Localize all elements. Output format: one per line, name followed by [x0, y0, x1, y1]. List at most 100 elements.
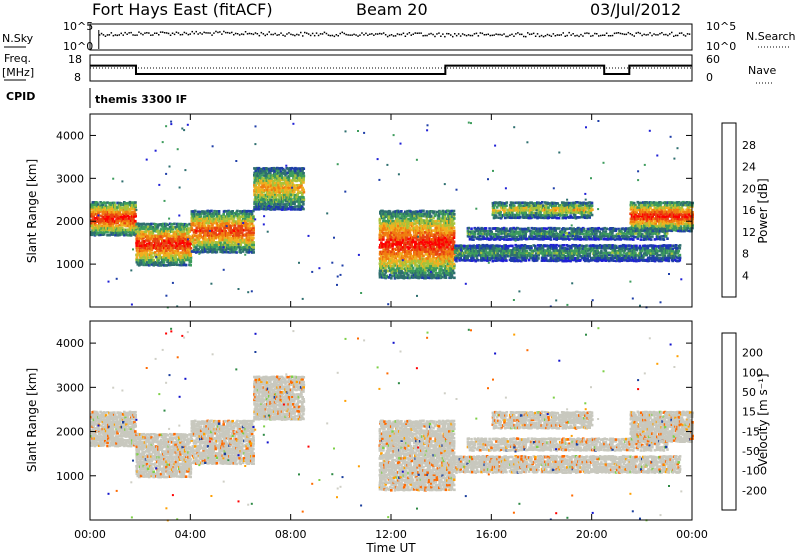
power-cell: [428, 269, 431, 272]
nsky-point: [401, 34, 403, 36]
nsky-point: [314, 35, 316, 37]
nsky-point: [529, 34, 531, 36]
nsky-point: [353, 34, 355, 36]
nsky-point: [154, 33, 156, 35]
nsky-point: [517, 32, 519, 34]
nsky-point: [661, 32, 663, 34]
power-cell: [420, 217, 423, 220]
power-cell: [453, 234, 456, 237]
nsky-point: [115, 34, 117, 36]
nsky-point: [292, 34, 294, 36]
nsky-point: [636, 32, 638, 34]
nsky-point: [298, 34, 300, 36]
power-cell: [218, 212, 221, 215]
nsky-point: [219, 31, 221, 33]
nsky-point: [243, 34, 245, 36]
power-cell: [302, 172, 305, 175]
power-cell: [405, 255, 408, 258]
nsky-point: [602, 35, 604, 37]
power-cell: [166, 224, 169, 227]
power-cell: [424, 272, 427, 275]
nsky-point: [424, 35, 426, 37]
nsky-point: [284, 35, 286, 37]
nsky-point: [134, 35, 136, 37]
nsky-point: [497, 34, 499, 36]
power-cell: [150, 223, 153, 226]
power-cell: [453, 217, 456, 220]
nsky-point: [480, 32, 482, 34]
nsky-point: [389, 35, 391, 37]
nsky-point: [395, 35, 397, 37]
power-cell: [564, 255, 567, 258]
nsky-point: [681, 32, 683, 34]
nsky-point: [507, 36, 509, 38]
power-cell: [390, 238, 393, 241]
nsky-point: [304, 32, 306, 34]
nsky-point: [103, 34, 105, 36]
nsky-point: [454, 33, 456, 35]
power-cell: [477, 259, 480, 262]
nsky-point: [124, 32, 126, 34]
power-cell: [298, 201, 301, 204]
nsky-point: [618, 32, 620, 34]
power-cell: [190, 247, 193, 250]
power-cell: [424, 231, 427, 234]
freq-ytick-hi: 18: [68, 53, 82, 66]
power-cell: [412, 267, 415, 270]
nsky-point: [634, 35, 636, 37]
nsky-point: [213, 32, 215, 34]
nsky-point: [632, 34, 634, 36]
nsky-point: [282, 35, 284, 37]
power-cell: [176, 264, 179, 267]
power-heatmap-cells: [90, 120, 694, 308]
nsky-point: [499, 34, 501, 36]
nsky-point: [482, 33, 484, 35]
nsky-point: [334, 36, 336, 38]
power-cell: [171, 244, 174, 247]
power-cell: [416, 226, 419, 229]
beam-title: Beam 20: [356, 0, 428, 19]
nsky-point: [551, 36, 553, 38]
nsky-point: [426, 35, 428, 37]
nsky-label: N.Sky: [2, 32, 34, 45]
nsky-point: [146, 32, 148, 34]
nsky-point: [608, 35, 610, 37]
nsky-point: [565, 36, 567, 38]
power-cell: [227, 215, 230, 218]
power-cell: [404, 246, 407, 249]
power-cell: [228, 236, 231, 239]
power-cell: [560, 257, 563, 260]
nsky-point: [572, 33, 574, 35]
nsky-point: [164, 32, 166, 34]
nsky-point: [251, 33, 253, 35]
power-cell: [453, 213, 456, 216]
nsky-point: [188, 34, 190, 36]
power-cell: [293, 184, 296, 187]
nsky-point: [267, 34, 269, 36]
nsky-point: [274, 33, 276, 35]
power-cell: [411, 248, 414, 251]
power-cell: [276, 189, 279, 192]
nsky-point: [448, 33, 450, 35]
power-cell: [475, 255, 478, 258]
nsky-point: [107, 34, 109, 36]
nsky-point: [280, 32, 282, 34]
nsky-point: [144, 32, 146, 34]
power-cell: [498, 245, 501, 248]
nsky-point: [359, 34, 361, 36]
power-cell: [405, 215, 408, 218]
power-cell: [433, 210, 436, 213]
power-cell: [122, 211, 125, 214]
power-cell: [271, 201, 274, 204]
power-cell: [224, 242, 227, 245]
nsky-point: [166, 32, 168, 34]
power-cell: [134, 227, 137, 230]
nsky-point: [657, 34, 659, 36]
power-cell: [584, 257, 587, 260]
nsky-point: [369, 34, 371, 36]
nsky-point: [239, 34, 241, 36]
power-cell: [452, 269, 455, 272]
nsky-point: [326, 33, 328, 35]
nsky-point: [653, 33, 655, 35]
